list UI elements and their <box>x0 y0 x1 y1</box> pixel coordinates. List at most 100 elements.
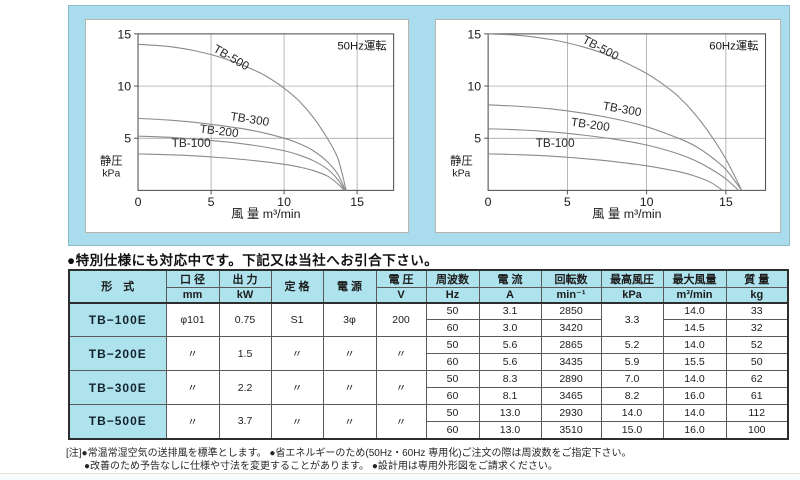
table-row-TB−300E-50hz: TB−300E 〃 2.2 〃〃〃 50 8.3 2890 7.0 14.0 62 <box>68 370 789 405</box>
flow-cell: 15.5 <box>662 353 727 371</box>
y-tick-label: 10 <box>117 80 131 94</box>
rpm-cell: 2930 <box>540 404 602 422</box>
x-tick-label: 15 <box>350 195 364 209</box>
pressure-cell: 14.0 <box>600 404 664 422</box>
y-tick-label: 5 <box>474 132 481 146</box>
curve-label-tb-100: TB-100 <box>172 136 211 150</box>
current-cell: 3.0 <box>478 319 542 337</box>
mass-cell: 61 <box>725 387 789 405</box>
model-cell: TB−200E <box>68 336 167 371</box>
footnote-line-2: ●改善のため予告なしに仕様や寸法を変更することがあります。 ●設計用は専用外形図… <box>84 460 558 472</box>
col-unit-10: m³/min <box>662 287 727 304</box>
col-header-8: 回転数 <box>540 269 602 288</box>
x-axis-label: 風 量 m³/min <box>231 207 301 221</box>
power-cell: 3.7 <box>218 404 272 439</box>
pressure-cell: 8.2 <box>600 387 664 405</box>
curve-tb-200 <box>138 135 346 191</box>
source-cell: 3φ <box>322 302 377 337</box>
source-cell: 〃 <box>322 370 377 405</box>
x-tick-label: 5 <box>208 195 215 209</box>
rpm-cell: 2890 <box>540 370 602 388</box>
current-cell: 13.0 <box>478 421 542 439</box>
curve-tb-300 <box>488 104 743 191</box>
col-unit-7: A <box>478 287 542 304</box>
rating-cell: 〃 <box>270 404 324 439</box>
frequency-cell: 60 <box>425 387 480 405</box>
model-cell: TB−100E <box>68 302 167 337</box>
y-axis-unit: kPa <box>102 169 120 180</box>
power-cell: 0.75 <box>218 302 272 337</box>
current-cell: 8.1 <box>478 387 542 405</box>
curve-label-tb-100: TB-100 <box>536 136 575 150</box>
col-unit-11: kg <box>725 287 789 304</box>
current-cell: 13.0 <box>478 404 542 422</box>
y-tick-label: 10 <box>467 80 481 94</box>
rpm-cell: 3465 <box>540 387 602 405</box>
curve-label-tb-300: TB-300 <box>230 109 271 129</box>
y-tick-label: 15 <box>117 27 131 41</box>
col-header-6: 周波数 <box>425 269 480 288</box>
bore-cell: 〃 <box>165 404 220 439</box>
frequency-cell: 60 <box>425 353 480 371</box>
current-cell: 5.6 <box>478 353 542 371</box>
frequency-cell: 50 <box>425 302 480 320</box>
curve-label-tb-200: TB-200 <box>199 122 240 141</box>
pressure-cell: 3.3 <box>600 302 664 337</box>
x-tick-label: 10 <box>640 195 654 209</box>
bore-cell: φ101 <box>165 302 220 337</box>
rpm-cell: 3510 <box>540 421 602 439</box>
curve-label-tb-200: TB-200 <box>570 115 611 134</box>
col-unit-2: kW <box>218 287 272 304</box>
col-header-5: 電 圧 <box>375 269 427 288</box>
chart-card-50hz: 0 5 10 15 5 10 15 静圧 kPa 風 量 m³/min 50Hz運転 TB-500 TB… <box>85 19 409 233</box>
mass-cell: 52 <box>725 336 789 354</box>
x-tick-label: 15 <box>719 195 733 209</box>
col-header-4: 電 源 <box>322 269 377 304</box>
mass-cell: 62 <box>725 370 789 388</box>
col-unit-1: mm <box>165 287 220 304</box>
flow-cell: 14.0 <box>662 336 727 354</box>
y-axis-label: 静圧 <box>100 154 123 168</box>
current-cell: 5.6 <box>478 336 542 354</box>
special-spec-heading: ●特別仕様にも対応中です。下記又は当社へお引合下さい。 <box>67 253 439 268</box>
pressure-cell: 5.2 <box>600 336 664 354</box>
col-header-11: 質 量 <box>725 269 789 288</box>
pressure-cell: 7.0 <box>600 370 664 388</box>
rpm-cell: 2865 <box>540 336 602 354</box>
mass-cell: 33 <box>725 302 789 320</box>
col-header-0: 形 式 <box>68 269 167 304</box>
flow-cell: 14.0 <box>662 302 727 320</box>
flow-cell: 16.0 <box>662 387 727 405</box>
col-header-10: 最大風量 <box>662 269 727 288</box>
model-cell: TB−500E <box>68 404 167 439</box>
frequency-cell: 60 <box>425 319 480 337</box>
bore-cell: 〃 <box>165 336 220 371</box>
pressure-cell: 5.9 <box>600 353 664 371</box>
frequency-cell: 60 <box>425 421 480 439</box>
flow-cell: 14.5 <box>662 319 727 337</box>
y-axis-label: 静圧 <box>450 154 473 168</box>
frequency-cell: 50 <box>425 404 480 422</box>
col-unit-8: min⁻¹ <box>540 287 602 304</box>
model-cell: TB−300E <box>68 370 167 405</box>
col-header-9: 最高風圧 <box>600 269 664 288</box>
spec-table-wrap: 形 式口 径出 力定 格電 源電 圧周波数電 流回転数 最高風圧 最大風量質 量 mm… <box>68 269 789 440</box>
flow-cell: 14.0 <box>662 404 727 422</box>
spec-table: 形 式口 径出 力定 格電 源電 圧周波数電 流回転数 最高風圧 最大風量質 量 mm… <box>68 269 789 440</box>
footnotes: [注]●常温常湿空気の送排風を標準とします。 ●省エネルギーのため(50Hz・6… <box>66 448 782 473</box>
table-row-TB−100E-60hz: 60 3.0 3420 14.5 32 <box>69 319 789 337</box>
pressure-cell: 15.0 <box>600 421 664 439</box>
chart-title: 50Hz運転 <box>337 40 386 53</box>
chart-card-60hz: 0 5 10 15 5 10 15 静圧 kPa 風 量 m³/min 60Hz運転 TB-500 TB… <box>435 19 781 233</box>
curve-label-tb-500: TB-500 <box>211 42 252 74</box>
flow-cell: 14.0 <box>662 370 727 388</box>
rpm-cell: 3435 <box>540 353 602 371</box>
chart-panel: 0 5 10 15 5 10 15 静圧 kPa 風 量 m³/min 50Hz運転 TB-500 TB… <box>68 5 790 246</box>
mass-cell: 50 <box>725 353 789 371</box>
col-unit-9: kPa <box>600 287 664 304</box>
